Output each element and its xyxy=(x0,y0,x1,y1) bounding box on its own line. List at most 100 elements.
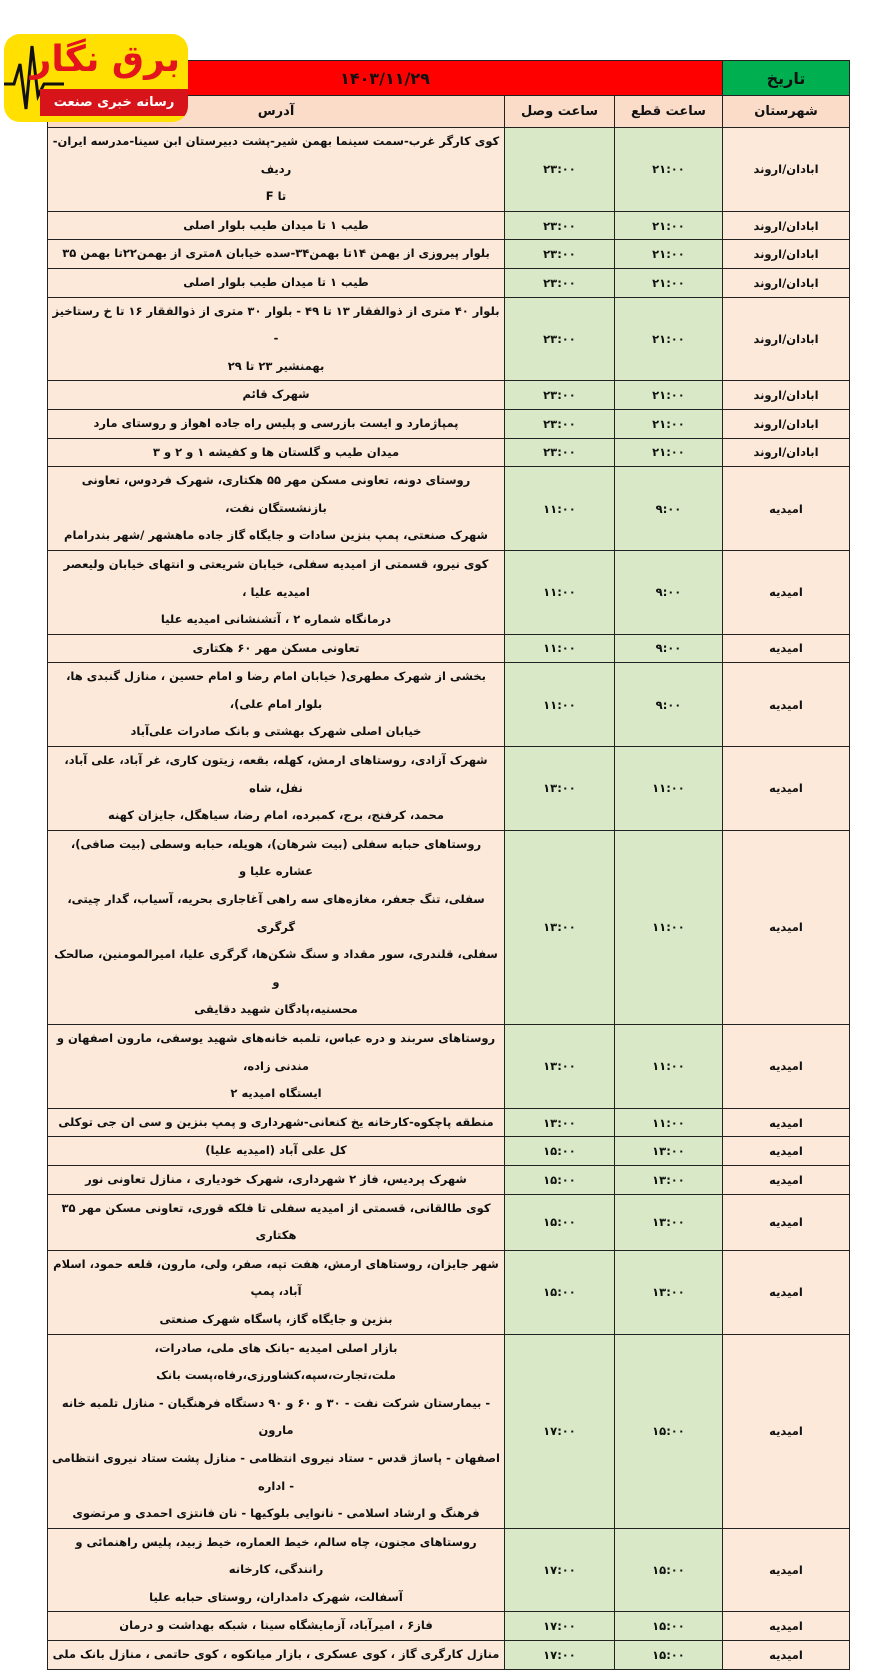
cut-time-cell: ۹:۰۰ xyxy=(614,662,723,748)
address-cell: میدان طیب و گلستان ها و کفیشه ۱ و ۲ و ۳ xyxy=(47,437,505,468)
cut-time-cell: ۲۱:۰۰ xyxy=(614,210,723,241)
city-cell: ابادان/اروند xyxy=(722,408,850,439)
connect-time-cell: ۱۳:۰۰ xyxy=(504,1024,615,1109)
connect-time-cell: ۲۳:۰۰ xyxy=(504,210,615,241)
city-cell: امیدیه xyxy=(722,1024,850,1109)
table-row: ابادان/اروند ۲۱:۰۰ ۲۳:۰۰ بلوار پیروزی از به… xyxy=(47,239,850,269)
address-cell: کوی نیرو، قسمتی از امیدیه سفلی، خیابان ش… xyxy=(47,549,505,635)
address-cell: منطقه پاچکوه-کارخانه یخ کنعانی-شهرداری و… xyxy=(47,1107,505,1138)
address-cell: تعاونی مسکن مهر ۶۰ هکتاری xyxy=(47,633,505,664)
connect-time-cell: ۱۷:۰۰ xyxy=(504,1333,615,1529)
cut-time-cell: ۱۱:۰۰ xyxy=(614,746,723,831)
table-row: امیدیه ۱۳:۰۰ ۱۵:۰۰ شهر جایزان، روستاهای ارم… xyxy=(47,1249,850,1335)
connect-time-cell: ۱۵:۰۰ xyxy=(504,1193,615,1251)
table-row: امیدیه ۱۱:۰۰ ۱۳:۰۰ منطقه پاچکوه-کارخانه یخ … xyxy=(47,1107,850,1138)
table-row: امیدیه ۱۱:۰۰ ۱۳:۰۰ روستاهای حبابه سفلی (بیت… xyxy=(47,829,850,1026)
connect-time-cell: ۲۳:۰۰ xyxy=(504,380,615,410)
connect-time-cell: ۱۳:۰۰ xyxy=(504,1107,615,1138)
city-cell: امیدیه xyxy=(722,1611,850,1642)
connect-time-cell: ۱۳:۰۰ xyxy=(504,829,615,1026)
table-row: امیدیه ۱۵:۰۰ ۱۷:۰۰ روستاهای مجنون، چاه سالم… xyxy=(47,1527,850,1613)
cut-time-cell: ۱۵:۰۰ xyxy=(614,1640,723,1670)
cut-time-cell: ۹:۰۰ xyxy=(614,466,723,551)
cut-time-cell: ۱۳:۰۰ xyxy=(614,1164,723,1195)
address-cell: کل علی آباد (امیدیه علیا) xyxy=(47,1136,505,1166)
connect-time-cell: ۱۳:۰۰ xyxy=(504,746,615,831)
table-row: امیدیه ۱۳:۰۰ ۱۵:۰۰ کل علی آباد (امیدیه علیا… xyxy=(47,1136,850,1166)
cut-time-cell: ۱۱:۰۰ xyxy=(614,1024,723,1109)
city-cell: امیدیه xyxy=(722,1527,850,1613)
cut-time-cell: ۲۱:۰۰ xyxy=(614,437,723,468)
address-cell: طیب ۱ تا میدان طیب بلوار اصلی xyxy=(47,267,505,298)
address-cell: بلوار پیروزی از بهمن ۱۴تا بهمن۳۴-سده خیا… xyxy=(47,239,505,269)
city-cell: امیدیه xyxy=(722,746,850,831)
city-cell: امیدیه xyxy=(722,1107,850,1138)
cut-time-cell: ۱۱:۰۰ xyxy=(614,1107,723,1138)
address-cell: شهرک پردیس، فاز ۲ شهرداری، شهرک خودیاری … xyxy=(47,1164,505,1195)
city-cell: امیدیه xyxy=(722,1164,850,1195)
col-connect-time: ساعت وصل xyxy=(504,95,615,128)
city-cell: امیدیه xyxy=(722,466,850,551)
logo-subtitle: رسانه خبری صنعت برق xyxy=(40,89,188,116)
connect-time-cell: ۲۳:۰۰ xyxy=(504,127,615,212)
connect-time-cell: ۱۱:۰۰ xyxy=(504,662,615,748)
address-cell: روستاهای سربند و دره عباس، تلمبه خانه‌ها… xyxy=(47,1024,505,1109)
logo-title: برق نگار xyxy=(30,39,180,80)
connect-time-cell: ۱۷:۰۰ xyxy=(504,1640,615,1670)
table-row: ابادان/اروند ۲۱:۰۰ ۲۳:۰۰ شهرک قائم xyxy=(47,380,850,410)
city-cell: امیدیه xyxy=(722,633,850,664)
connect-time-cell: ۱۱:۰۰ xyxy=(504,466,615,551)
connect-time-cell: ۱۵:۰۰ xyxy=(504,1249,615,1335)
cut-time-cell: ۲۱:۰۰ xyxy=(614,408,723,439)
address-cell: کوی طالقانی، قسمتی از امیدیه سفلی تا فلک… xyxy=(47,1193,505,1251)
table-row: امیدیه ۱۱:۰۰ ۱۳:۰۰ روستاهای سربند و دره عبا… xyxy=(47,1024,850,1109)
connect-time-cell: ۱۱:۰۰ xyxy=(504,633,615,664)
connect-time-cell: ۲۳:۰۰ xyxy=(504,239,615,269)
table-row: ابادان/اروند ۲۱:۰۰ ۲۳:۰۰ کوی کارگر غرب-سمت … xyxy=(47,127,850,212)
table-row: امیدیه ۹:۰۰ ۱۱:۰۰ روستای دونه، تعاونی مسکن … xyxy=(47,466,850,551)
city-cell: ابادان/اروند xyxy=(722,239,850,269)
connect-time-cell: ۱۷:۰۰ xyxy=(504,1527,615,1613)
address-cell: منازل کارگری گاز ، کوی عسکری ، بازار میا… xyxy=(47,1640,505,1670)
cut-time-cell: ۲۱:۰۰ xyxy=(614,296,723,382)
address-cell: بخشی از شهرک مطهری( خیابان امام رضا و ام… xyxy=(47,662,505,748)
cut-time-cell: ۱۵:۰۰ xyxy=(614,1333,723,1529)
address-cell: بلوار ۴۰ متری از ذوالفقار ۱۳ تا ۴۹ - بلو… xyxy=(47,296,505,382)
cut-time-cell: ۱۳:۰۰ xyxy=(614,1136,723,1166)
cut-time-cell: ۹:۰۰ xyxy=(614,549,723,635)
address-cell: طیب ۱ تا میدان طیب بلوار اصلی xyxy=(47,210,505,241)
table-row: امیدیه ۱۵:۰۰ ۱۷:۰۰ منازل کارگری گاز ، کوی ع… xyxy=(47,1640,850,1670)
table-row: امیدیه ۹:۰۰ ۱۱:۰۰ تعاونی مسکن مهر ۶۰ هکتاری xyxy=(47,633,850,664)
connect-time-cell: ۲۳:۰۰ xyxy=(504,296,615,382)
connect-time-cell: ۲۳:۰۰ xyxy=(504,267,615,298)
address-cell: شهر جایزان، روستاهای ارمش، هفت تپه، صفر،… xyxy=(47,1249,505,1335)
table-row: امیدیه ۱۵:۰۰ ۱۷:۰۰ بازار اصلی امیدیه -بانک … xyxy=(47,1333,850,1529)
cut-time-cell: ۱۵:۰۰ xyxy=(614,1611,723,1642)
outage-schedule-table: تاریخ ۱۴۰۳/۱۱/۲۹ شهرستان ساعت قطع ساعت و… xyxy=(47,60,850,1670)
date-label: تاریخ xyxy=(722,60,850,96)
city-cell: امیدیه xyxy=(722,549,850,635)
city-cell: امیدیه xyxy=(722,1640,850,1670)
cut-time-cell: ۲۱:۰۰ xyxy=(614,380,723,410)
table-row: امیدیه ۱۱:۰۰ ۱۳:۰۰ شهرک آزادی، روستاهای ارم… xyxy=(47,746,850,831)
cut-time-cell: ۱۵:۰۰ xyxy=(614,1527,723,1613)
connect-time-cell: ۲۳:۰۰ xyxy=(504,437,615,468)
address-cell: شهرک قائم xyxy=(47,380,505,410)
table-row: ابادان/اروند ۲۱:۰۰ ۲۳:۰۰ بلوار ۴۰ متری از ذ… xyxy=(47,296,850,382)
connect-time-cell: ۱۷:۰۰ xyxy=(504,1611,615,1642)
city-cell: امیدیه xyxy=(722,1333,850,1529)
city-cell: امیدیه xyxy=(722,662,850,748)
city-cell: ابادان/اروند xyxy=(722,210,850,241)
table-row: امیدیه ۹:۰۰ ۱۱:۰۰ کوی نیرو، قسمتی از امیدیه… xyxy=(47,549,850,635)
address-cell: پمپاژمارد و ایست بازرسی و پلیس راه جاده … xyxy=(47,408,505,439)
city-cell: ابادان/اروند xyxy=(722,127,850,212)
city-cell: ابادان/اروند xyxy=(722,267,850,298)
address-cell: روستاهای حبابه سفلی (بیت شرهان)، هویله، … xyxy=(47,829,505,1026)
table-row: ابادان/اروند ۲۱:۰۰ ۲۳:۰۰ طیب ۱ تا میدان طیب… xyxy=(47,267,850,298)
table-row: ابادان/اروند ۲۱:۰۰ ۲۳:۰۰ میدان طیب و گلستان… xyxy=(47,437,850,468)
cut-time-cell: ۲۱:۰۰ xyxy=(614,239,723,269)
cut-time-cell: ۹:۰۰ xyxy=(614,633,723,664)
city-cell: امیدیه xyxy=(722,829,850,1026)
cut-time-cell: ۱۱:۰۰ xyxy=(614,829,723,1026)
brand-logo: برق نگار رسانه خبری صنعت برق xyxy=(4,34,188,122)
